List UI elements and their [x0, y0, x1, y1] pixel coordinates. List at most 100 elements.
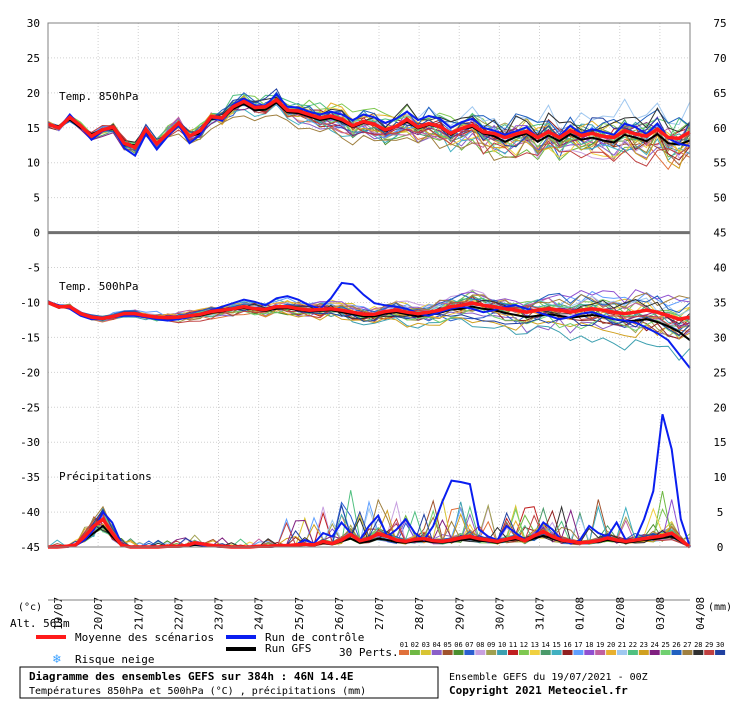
footer-title: Diagramme des ensembles GEFS sur 384h : …: [29, 670, 354, 683]
perturbation-swatch: [606, 650, 617, 655]
date-tick-label: 27/07: [373, 597, 386, 630]
perturbation-number: 03: [422, 641, 430, 649]
right-tick-label: 45: [713, 227, 726, 240]
date-tick-label: 01/08: [574, 597, 587, 630]
date-tick-label: 28/07: [413, 597, 426, 630]
left-tick-label: 20: [27, 87, 40, 100]
t850-control-line: [47, 92, 691, 158]
ensemble-member-line: [47, 95, 691, 170]
perturbation-swatch: [529, 650, 540, 655]
t500-control-line: [47, 281, 691, 369]
date-tick-label: 20/07: [92, 597, 105, 630]
right-tick-label: 50: [713, 192, 726, 205]
right-tick-label: 0: [717, 541, 724, 554]
perturbation-legend: 01 02 03 04 05 06 07 08 09 10 11 12 13 14 15 16 17 18 19 20…: [399, 641, 726, 655]
perturbation-number: 07: [465, 641, 473, 649]
perturbation-number: 02: [411, 641, 419, 649]
right-tick-label: 55: [713, 157, 726, 170]
right-tick-label: 60: [713, 122, 726, 135]
copyright: Copyright 2021 Meteociel.fr: [449, 684, 628, 697]
left-tick-label: -20: [20, 366, 40, 379]
perturbation-swatch: [486, 650, 497, 655]
perturbation-number: 23: [640, 641, 648, 649]
perturbation-number: 25: [661, 641, 669, 649]
perturbation-swatch: [584, 650, 595, 655]
perturbation-swatch: [540, 650, 551, 655]
left-tick-label: -10: [20, 296, 40, 309]
perturbation-number: 01: [400, 641, 408, 649]
perturbation-swatch: [453, 650, 464, 655]
plot-frame: [47, 22, 691, 548]
right-tick-label: 70: [713, 52, 726, 65]
legend-gfs-label: Run GFS: [265, 642, 311, 655]
footer: Diagramme des ensembles GEFS sur 384h : …: [19, 666, 648, 699]
legend-snow-label: Risque neige: [75, 653, 154, 666]
perturbations-label: 30 Perts.: [339, 646, 399, 659]
perturbation-swatch: [551, 650, 562, 655]
right-tick-label: 40: [713, 262, 726, 275]
perturbation-number: 11: [509, 641, 517, 649]
left-axis-unit: (°c): [18, 602, 42, 613]
date-tick-label: 24/07: [253, 597, 266, 630]
t500-mean-line: [47, 300, 691, 322]
left-tick-label: -5: [27, 262, 40, 275]
perturbation-number: 26: [672, 641, 680, 649]
perturbation-number: 14: [541, 641, 549, 649]
perturbation-number: 30: [716, 641, 724, 649]
right-tick-label: 75: [713, 17, 726, 30]
perturbation-swatch: [595, 650, 606, 655]
perturbation-swatch: [693, 650, 704, 655]
perturbation-number: 16: [563, 641, 571, 649]
perturbation-swatch: [420, 650, 431, 655]
perturbation-number: 08: [476, 641, 484, 649]
left-tick-label: -40: [20, 506, 40, 519]
left-tick-label: -30: [20, 436, 40, 449]
footer-subtitle: Températures 850hPa et 500hPa (°C) , pré…: [29, 685, 366, 697]
perturbation-swatch: [475, 650, 486, 655]
t850-panel-label: Temp. 850hPa: [59, 90, 138, 103]
precip-panel-label: Précipitations: [59, 470, 152, 483]
perturbation-swatch: [464, 650, 475, 655]
perturbation-number: 28: [694, 641, 702, 649]
perturbation-number: 27: [683, 641, 691, 649]
right-tick-label: 30: [713, 331, 726, 344]
snowflake-icon: ❄: [52, 652, 61, 667]
altitude-label: Alt. 563m: [10, 617, 70, 630]
perturbation-number: 06: [454, 641, 462, 649]
left-tick-label: -15: [20, 331, 40, 344]
left-tick-label: 30: [27, 17, 40, 30]
perturbation-number: 20: [607, 641, 615, 649]
perturbation-swatch: [431, 650, 442, 655]
perturbation-swatch: [409, 650, 420, 655]
date-tick-label: 23/07: [213, 597, 226, 630]
left-tick-label: 15: [27, 122, 40, 135]
right-tick-label: 20: [713, 401, 726, 414]
perturbation-swatch: [649, 650, 660, 655]
right-tick-label: 15: [713, 436, 726, 449]
perturbation-number: 13: [531, 641, 539, 649]
left-tick-label: -25: [20, 401, 40, 414]
footer-box: [19, 666, 439, 699]
perturbation-number: 10: [498, 641, 506, 649]
perturbation-number: 05: [443, 641, 451, 649]
perturbation-swatch: [671, 650, 682, 655]
perturbation-swatch: [497, 650, 508, 655]
perturbation-number: 24: [650, 641, 658, 649]
perturbation-swatch: [660, 650, 671, 655]
date-tick-label: 26/07: [333, 597, 346, 630]
perturbation-swatch: [508, 650, 518, 655]
legend-mean-label: Moyenne des scénarios: [75, 631, 214, 644]
t500-panel-label: Temp. 500hPa: [59, 280, 138, 293]
perturbation-number: 21: [618, 641, 626, 649]
date-tick-label: 19/07: [52, 597, 65, 630]
right-tick-label: 10: [713, 471, 726, 484]
date-tick-label: 25/07: [293, 597, 306, 630]
date-tick-label: 29/07: [453, 597, 466, 630]
ensemble-member-line: [47, 290, 691, 320]
perturbation-swatch: [399, 650, 409, 655]
perturbation-number: 17: [574, 641, 582, 649]
date-tick-label: 30/07: [493, 597, 506, 630]
date-tick-label: 31/07: [534, 597, 547, 630]
